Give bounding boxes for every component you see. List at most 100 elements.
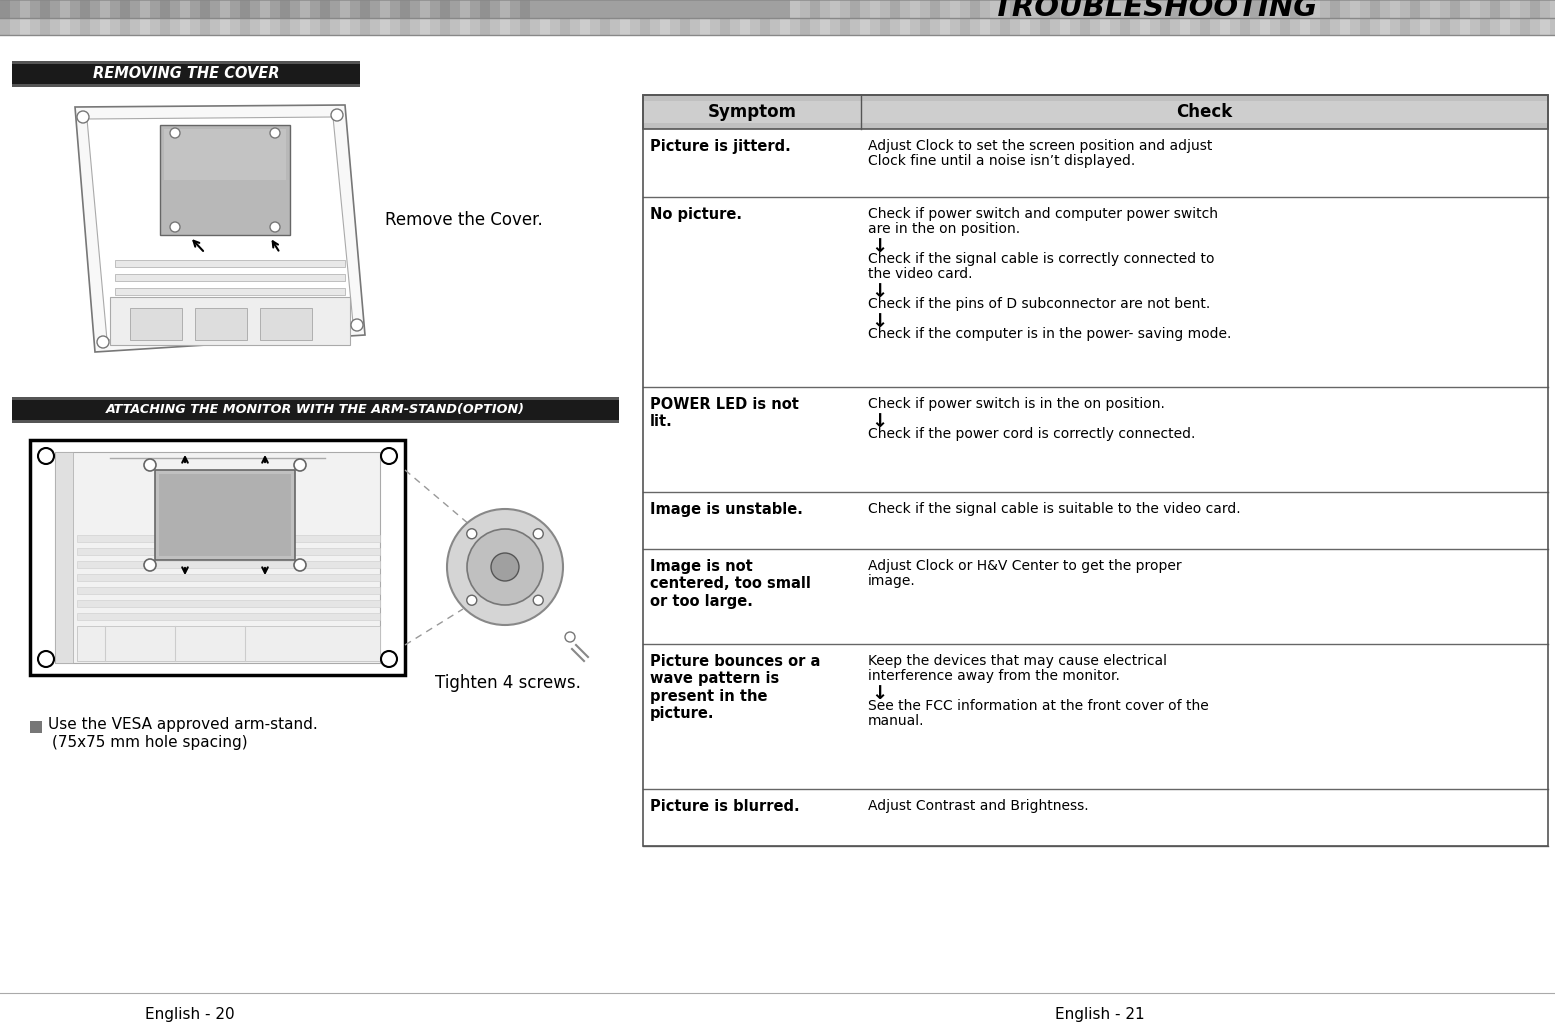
Bar [1260, 18, 1270, 35]
Bar [131, 308, 182, 341]
Circle shape [271, 221, 280, 232]
Bar [600, 18, 610, 35]
Bar [361, 0, 370, 18]
Bar [790, 0, 799, 18]
Bar [1210, 0, 1221, 18]
Bar [480, 18, 490, 35]
Bar [61, 0, 70, 18]
Circle shape [145, 459, 156, 471]
Bar [1469, 0, 1480, 18]
Bar [1410, 0, 1420, 18]
Bar [219, 18, 230, 35]
Bar [1519, 18, 1530, 35]
Bar [480, 0, 490, 18]
Text: are in the on position.: are in the on position. [868, 221, 1020, 236]
Bar [1420, 18, 1431, 35]
Bar [641, 18, 650, 35]
Text: Check if the computer is in the power- saving mode.: Check if the computer is in the power- s… [868, 327, 1232, 341]
Bar [1081, 18, 1090, 35]
Bar [830, 0, 840, 18]
Circle shape [37, 651, 54, 667]
Bar [540, 18, 550, 35]
Bar [440, 0, 449, 18]
Text: Picture is blurred.: Picture is blurred. [650, 799, 799, 814]
Bar [1539, 18, 1550, 35]
Circle shape [381, 448, 397, 464]
Bar [400, 18, 411, 35]
Bar [30, 721, 42, 733]
Text: manual.: manual. [868, 714, 925, 728]
Text: Adjust Clock or H&V Center to get the proper: Adjust Clock or H&V Center to get the pr… [868, 559, 1182, 573]
Bar [12, 61, 361, 64]
Text: Keep the devices that may cause electrical: Keep the devices that may cause electric… [868, 654, 1166, 668]
Bar [659, 18, 670, 35]
Bar [1169, 0, 1180, 18]
Text: Tighten 4 screws.: Tighten 4 screws. [435, 674, 582, 692]
Bar [781, 18, 790, 35]
Bar [1160, 18, 1169, 35]
Bar [620, 18, 630, 35]
Bar [644, 95, 1547, 129]
Circle shape [466, 595, 477, 605]
Bar [1390, 0, 1400, 18]
Circle shape [564, 632, 575, 642]
Bar [819, 18, 830, 35]
Bar [869, 0, 880, 18]
Bar [180, 0, 190, 18]
Bar [1449, 0, 1460, 18]
Text: See the FCC information at the front cover of the: See the FCC information at the front cov… [868, 699, 1208, 713]
Text: Symptom: Symptom [708, 104, 796, 121]
Circle shape [533, 529, 543, 539]
Bar [860, 18, 869, 35]
Bar [160, 18, 169, 35]
Bar [159, 474, 291, 556]
Bar [790, 0, 1555, 18]
Text: Use the VESA approved arm-stand.: Use the VESA approved arm-stand. [48, 717, 317, 733]
Bar [341, 18, 350, 35]
Bar [840, 18, 851, 35]
Bar [280, 0, 289, 18]
Text: Image is not
centered, too small
or too large.: Image is not centered, too small or too … [650, 559, 810, 609]
Bar [1530, 0, 1539, 18]
Bar [959, 18, 970, 35]
Bar [1330, 0, 1340, 18]
Bar [1340, 18, 1350, 35]
Text: Check if power switch and computer power switch: Check if power switch and computer power… [868, 207, 1218, 221]
Bar [1090, 0, 1099, 18]
Bar [810, 0, 819, 18]
Bar [501, 0, 510, 18]
Bar [1120, 18, 1130, 35]
Bar [1190, 0, 1200, 18]
Circle shape [37, 448, 54, 464]
Bar [320, 18, 330, 35]
Bar [120, 0, 131, 18]
Bar [1291, 0, 1300, 18]
Bar [400, 0, 411, 18]
Bar [1011, 0, 1020, 18]
Bar [115, 288, 345, 295]
Bar [219, 0, 230, 18]
Bar [79, 0, 90, 18]
Bar [460, 0, 470, 18]
Circle shape [331, 109, 344, 121]
Bar [1431, 0, 1440, 18]
Bar [201, 18, 210, 35]
Bar [239, 18, 250, 35]
Bar [900, 18, 910, 35]
Bar [519, 18, 530, 35]
Bar [1501, 18, 1510, 35]
Bar [201, 0, 210, 18]
Circle shape [466, 529, 477, 539]
Text: Check if the signal cable is correctly connected to: Check if the signal cable is correctly c… [868, 252, 1214, 266]
Bar [379, 18, 390, 35]
Bar [78, 574, 379, 581]
Bar [1510, 0, 1519, 18]
Bar [320, 0, 330, 18]
Bar [1020, 18, 1029, 35]
Bar [560, 18, 571, 35]
Bar [140, 18, 149, 35]
Bar [78, 600, 379, 607]
Text: ↓: ↓ [871, 312, 888, 331]
Bar [1460, 18, 1469, 35]
Bar [1230, 0, 1239, 18]
